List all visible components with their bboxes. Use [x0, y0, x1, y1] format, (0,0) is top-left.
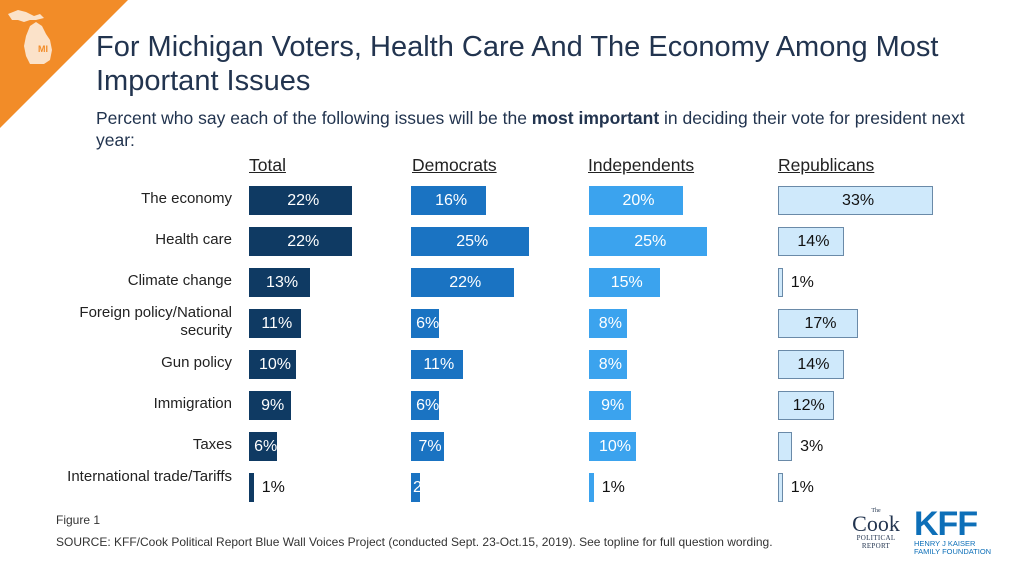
data-label-total: 22% [287, 233, 320, 250]
column-header-republicans: Republicans [778, 155, 875, 175]
bar-republicans [778, 186, 934, 215]
chart-title: For Michigan Voters, Health Care And The… [96, 31, 939, 97]
bar-democrats [411, 268, 515, 297]
cook-logo-the: The [871, 508, 881, 514]
data-label-republicans: 14% [797, 356, 830, 373]
kff-logo-text: KFF [914, 505, 978, 543]
data-label-independents: 8% [598, 356, 622, 373]
bar-republicans [778, 227, 844, 256]
bar-republicans [778, 309, 858, 338]
data-label-total: 1% [261, 479, 285, 496]
data-label-republicans: 33% [842, 192, 875, 209]
bar-independents [589, 268, 660, 297]
category-label: Gun policy [161, 353, 232, 371]
bar-total [249, 309, 301, 338]
data-label-independents: 1% [601, 479, 625, 496]
bar-independents [589, 227, 707, 256]
figure-label: Figure 1 [56, 513, 101, 527]
data-label-independents: 20% [622, 192, 655, 209]
column-header-total: Total [249, 155, 286, 175]
kff-logo-sub1: HENRY J KAISER [914, 539, 976, 548]
bar-total [249, 473, 254, 502]
data-label-independents: 25% [634, 233, 667, 250]
category-label: The economy [141, 189, 232, 207]
data-label-total: 11% [261, 315, 293, 332]
category-label: Foreign policy/National security [79, 303, 232, 339]
bar-republicans [778, 432, 793, 461]
bar-total [249, 186, 353, 215]
data-label-democrats: 25% [456, 233, 489, 250]
bar-total [249, 391, 292, 420]
data-label-independents: 9% [601, 397, 625, 414]
cook-logo-sub2: REPORT [861, 542, 891, 550]
data-label-republicans: 3% [800, 438, 824, 455]
data-label-independents: 10% [599, 438, 632, 455]
bar-republicans [778, 350, 844, 379]
data-label-democrats: 2% [413, 479, 437, 496]
column-header-democrats: Democrats [412, 155, 497, 175]
bar-independents [589, 309, 627, 338]
data-label-total: 6% [254, 438, 278, 455]
badge-text: MI [38, 44, 48, 54]
data-label-republicans: 17% [804, 315, 837, 332]
data-label-republicans: 1% [790, 479, 814, 496]
bar-total [249, 432, 278, 461]
data-label-total: 22% [287, 192, 320, 209]
data-label-democrats: 7% [418, 438, 442, 455]
bar-total [249, 227, 353, 256]
source-note: SOURCE: KFF/Cook Political Report Blue W… [56, 535, 773, 549]
cook-logo-name: Cook [852, 511, 900, 536]
bar-democrats [411, 309, 440, 338]
bar-independents [589, 350, 627, 379]
category-label: Health care [155, 230, 232, 248]
bar-independents [589, 432, 636, 461]
cook-logo-sub1: POLITICAL [856, 534, 896, 542]
kff-logo: KFF HENRY J KAISER FAMILY FOUNDATION [914, 505, 992, 556]
data-label-total: 9% [261, 397, 285, 414]
data-label-democrats: 11% [423, 356, 455, 373]
bar-independents [589, 473, 594, 502]
data-label-democrats: 22% [449, 274, 482, 291]
data-label-total: 10% [259, 356, 292, 373]
kff-logo-sub2: FAMILY FOUNDATION [914, 547, 992, 556]
category-label: International trade/Tariffs [67, 467, 232, 485]
bar-democrats [411, 473, 421, 502]
bar-total [249, 350, 296, 379]
data-label-independents: 15% [610, 274, 643, 291]
data-label-democrats: 16% [435, 192, 468, 209]
bar-republicans [778, 473, 783, 502]
category-label: Immigration [153, 394, 232, 412]
category-label: Taxes [192, 435, 232, 453]
bar-democrats [411, 391, 440, 420]
bar-republicans [778, 391, 835, 420]
cook-political-report-logo: The Cook POLITICAL REPORT [846, 508, 906, 550]
bar-independents [589, 186, 683, 215]
data-label-independents: 8% [598, 315, 622, 332]
bar-democrats [411, 432, 444, 461]
bar-democrats [411, 186, 487, 215]
michigan-corner-badge: MI [0, 0, 128, 128]
bar-republicans [778, 268, 783, 297]
column-header-independents: Independents [588, 155, 695, 175]
michigan-map-icon [8, 10, 52, 64]
chart-subtitle: Percent who say each of the following is… [96, 107, 976, 151]
subtitle-post: in deciding their vote for president nex… [96, 108, 965, 150]
bar-independents [589, 391, 632, 420]
category-label: Climate change [127, 271, 232, 289]
data-label-republicans: 14% [797, 233, 830, 250]
bar-democrats [411, 350, 463, 379]
data-label-democrats: 6% [416, 397, 440, 414]
subtitle-pre: Percent who say each of the following is… [96, 108, 532, 128]
data-label-total: 13% [266, 274, 299, 291]
bar-democrats [411, 227, 529, 256]
subtitle-bold: most important [531, 108, 660, 128]
data-label-republicans: 12% [792, 397, 825, 414]
data-label-democrats: 6% [416, 315, 440, 332]
bar-total [249, 268, 311, 297]
data-label-republicans: 1% [790, 274, 814, 291]
